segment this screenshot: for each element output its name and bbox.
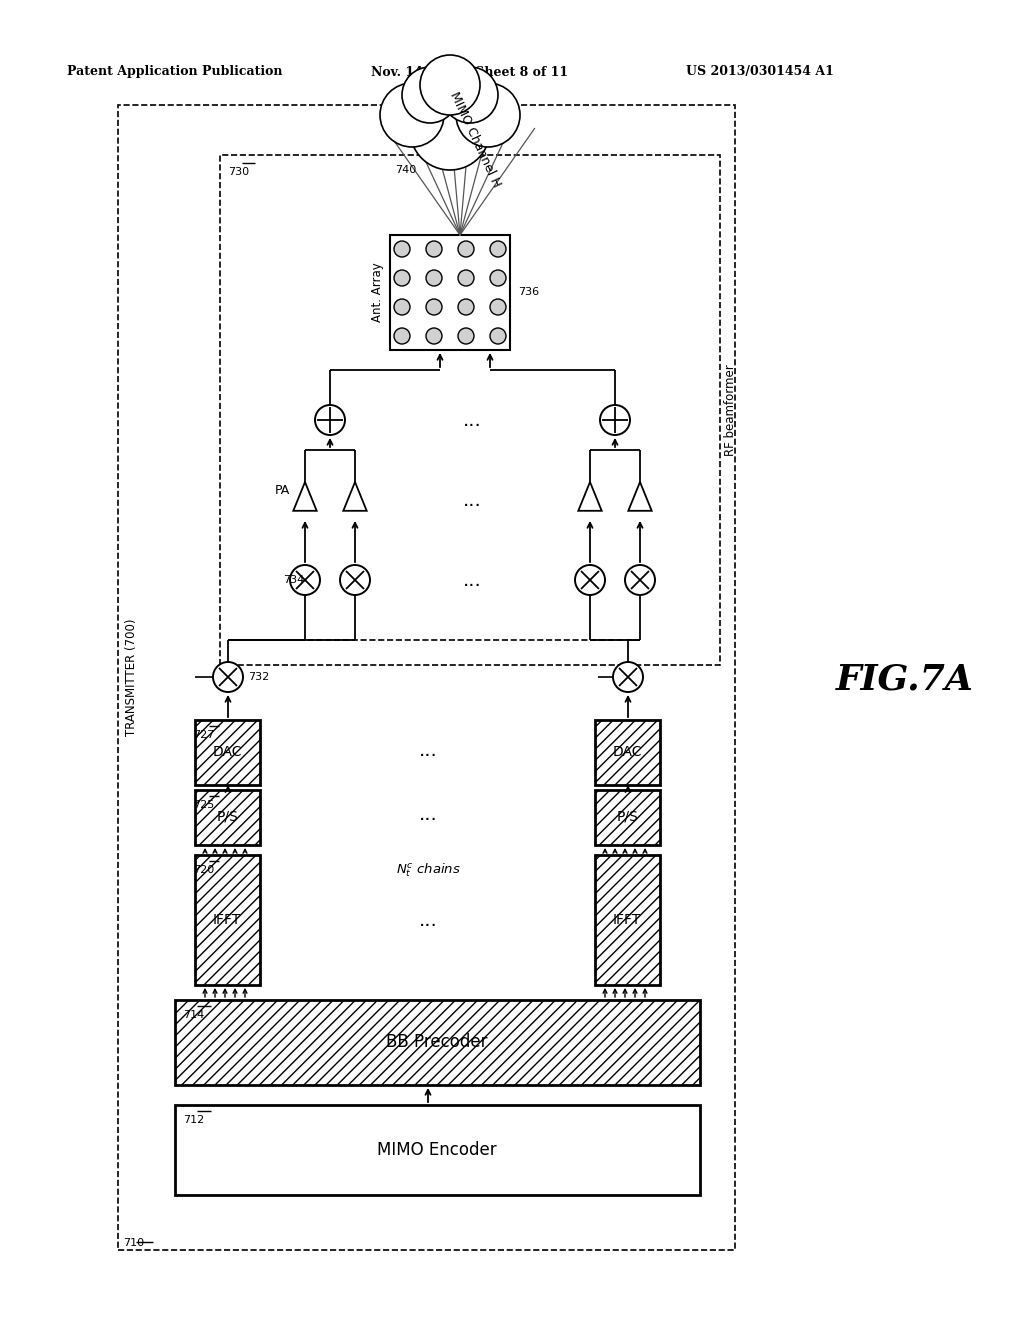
Circle shape <box>575 565 605 595</box>
Text: Nov. 14, 2013  Sheet 8 of 11: Nov. 14, 2013 Sheet 8 of 11 <box>372 66 568 78</box>
Text: PA: PA <box>275 483 290 496</box>
Text: 740: 740 <box>395 165 416 176</box>
Text: 710: 710 <box>123 1238 144 1247</box>
Text: RF beamformer: RF beamformer <box>724 364 736 455</box>
Circle shape <box>340 565 370 595</box>
Circle shape <box>458 300 474 315</box>
Bar <box>195 789 260 845</box>
Circle shape <box>456 83 520 147</box>
Text: 720: 720 <box>193 865 214 875</box>
Circle shape <box>410 90 490 170</box>
Text: ...: ... <box>419 911 437 929</box>
Circle shape <box>625 565 655 595</box>
Bar <box>118 106 735 1250</box>
Circle shape <box>394 242 410 257</box>
Circle shape <box>420 55 480 115</box>
Circle shape <box>394 300 410 315</box>
Bar <box>175 1105 700 1195</box>
Text: ...: ... <box>419 741 437 759</box>
Text: 736: 736 <box>518 286 539 297</box>
Text: $N_t^c$ chains: $N_t^c$ chains <box>395 861 461 879</box>
Circle shape <box>426 242 442 257</box>
Text: 732: 732 <box>248 672 269 682</box>
Circle shape <box>490 300 506 315</box>
Circle shape <box>290 565 319 595</box>
Bar <box>390 235 510 350</box>
Bar <box>195 719 260 785</box>
Text: DAC: DAC <box>212 744 242 759</box>
Circle shape <box>613 663 643 692</box>
Circle shape <box>315 405 345 436</box>
Circle shape <box>458 327 474 345</box>
Circle shape <box>458 271 474 286</box>
Circle shape <box>442 67 498 123</box>
Circle shape <box>402 67 458 123</box>
Circle shape <box>394 327 410 345</box>
Circle shape <box>490 271 506 286</box>
Text: ...: ... <box>419 805 437 825</box>
Circle shape <box>213 663 243 692</box>
Circle shape <box>426 271 442 286</box>
Circle shape <box>380 83 444 147</box>
Text: ...: ... <box>463 570 481 590</box>
Bar <box>595 789 660 845</box>
Bar <box>595 855 660 985</box>
Circle shape <box>426 327 442 345</box>
Text: IFFT: IFFT <box>613 913 641 927</box>
Text: 712: 712 <box>183 1115 204 1125</box>
Text: 734: 734 <box>283 576 304 585</box>
Text: ...: ... <box>463 411 481 429</box>
Circle shape <box>490 327 506 345</box>
Text: 714: 714 <box>183 1010 204 1020</box>
Text: IFFT: IFFT <box>213 913 241 927</box>
Text: DAC: DAC <box>612 744 642 759</box>
Text: 730: 730 <box>228 168 249 177</box>
Text: Patent Application Publication: Patent Application Publication <box>68 66 283 78</box>
Text: P/S: P/S <box>216 810 238 824</box>
Text: P/S: P/S <box>616 810 638 824</box>
Text: 727: 727 <box>193 730 214 741</box>
Text: MIMO Encoder: MIMO Encoder <box>377 1140 497 1159</box>
Circle shape <box>394 271 410 286</box>
Circle shape <box>490 242 506 257</box>
Circle shape <box>458 242 474 257</box>
Bar <box>195 855 260 985</box>
Text: TRANSMITTER (700): TRANSMITTER (700) <box>125 618 137 735</box>
Text: 725: 725 <box>193 800 214 810</box>
Circle shape <box>600 405 630 436</box>
Bar <box>220 154 720 665</box>
Circle shape <box>426 300 442 315</box>
Text: ...: ... <box>463 491 481 510</box>
Bar <box>175 1001 700 1085</box>
Bar <box>595 719 660 785</box>
Text: Ant. Array: Ant. Array <box>372 263 384 322</box>
Text: US 2013/0301454 A1: US 2013/0301454 A1 <box>686 66 834 78</box>
Text: BB Precoder: BB Precoder <box>386 1034 487 1051</box>
Text: MIMO Channel H: MIMO Channel H <box>447 90 503 190</box>
Text: FIG.7A: FIG.7A <box>836 663 974 697</box>
